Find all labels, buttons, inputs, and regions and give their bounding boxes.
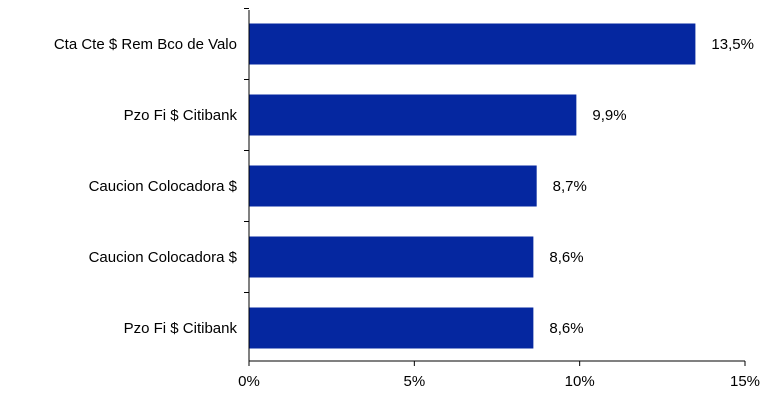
bar: [249, 23, 696, 65]
category-label: Pzo Fi $ Citibank: [124, 107, 238, 124]
labels-layer: Cta Cte $ Rem Bco de Valo 13,5% Pzo Fi $ C…: [54, 36, 754, 337]
bar: [249, 307, 534, 349]
x-tick-label: 5%: [403, 373, 425, 390]
category-label: Caucion Colocadora $: [89, 249, 238, 266]
data-label: 13,5%: [711, 36, 754, 53]
data-label: 8,6%: [549, 320, 583, 337]
x-tick-label: 15%: [730, 373, 760, 390]
data-label: 8,6%: [549, 249, 583, 266]
data-label: 9,9%: [592, 107, 626, 124]
category-label: Cta Cte $ Rem Bco de Valo: [54, 36, 237, 53]
x-tick-label: 0%: [238, 373, 260, 390]
data-label: 8,7%: [553, 178, 587, 195]
bar: [249, 236, 534, 278]
bars-layer: [249, 23, 696, 349]
category-label: Caucion Colocadora $: [89, 178, 238, 195]
bar: [249, 94, 577, 136]
x-tick-label: 10%: [565, 373, 595, 390]
bar: [249, 165, 537, 207]
category-label: Pzo Fi $ Citibank: [124, 320, 238, 337]
axis-layer: 0% 5% 10% 15%: [238, 8, 760, 390]
